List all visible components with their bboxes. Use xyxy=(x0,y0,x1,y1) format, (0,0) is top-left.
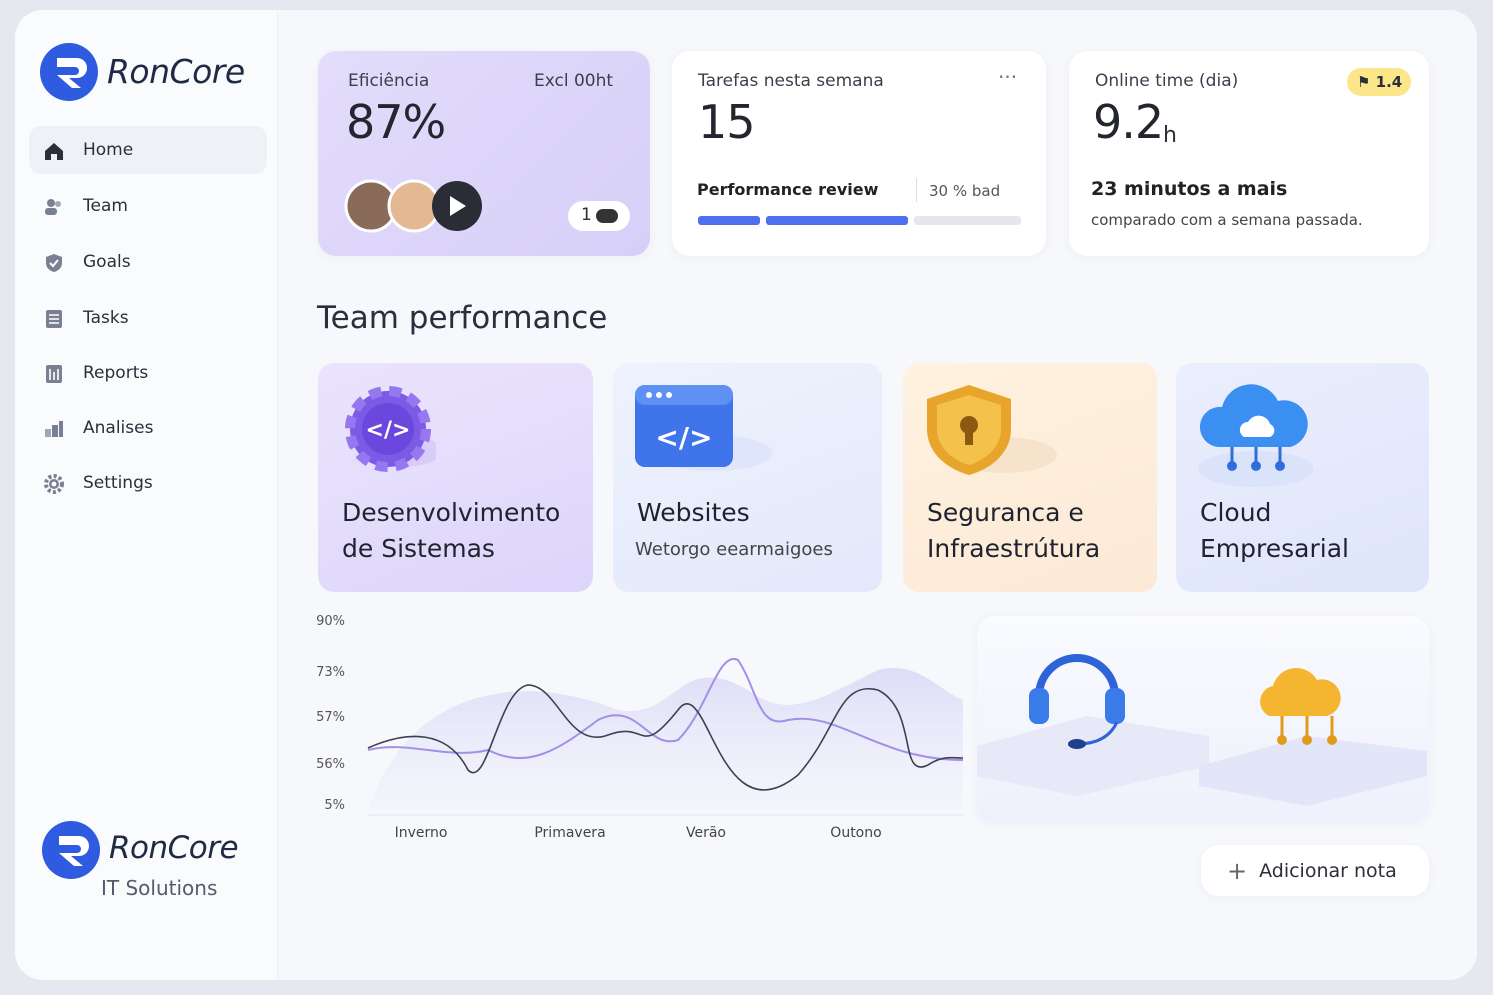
service-icon xyxy=(1198,384,1314,487)
nav-label: Goals xyxy=(83,252,131,272)
illustration-art xyxy=(977,654,1427,806)
nav-item[interactable]: Settings xyxy=(29,459,267,507)
progress-track xyxy=(914,216,1021,225)
toggle-knob xyxy=(596,209,618,223)
toggle-badge: 1 xyxy=(581,205,592,225)
performance-chart xyxy=(367,657,964,816)
nav-label: Analises xyxy=(83,418,154,438)
card-label: Online time (dia) xyxy=(1095,71,1239,91)
nav-label: Reports xyxy=(83,363,149,383)
nav-item[interactable]: Reports xyxy=(29,349,267,397)
progress-segment xyxy=(698,216,760,225)
y-label: 56% xyxy=(316,757,345,772)
x-label: Outono xyxy=(830,825,882,841)
service-card[interactable]: </> Websites Wetorgo eearmaigoes xyxy=(613,363,882,592)
card-label: Eficiência xyxy=(348,71,430,91)
toggle[interactable]: 1 xyxy=(568,201,630,231)
illustration xyxy=(977,616,1429,822)
section-title: Team performance xyxy=(317,300,608,336)
chart-area xyxy=(368,667,963,810)
efficiency-card: Eficiência Excl 00ht 87% 1 xyxy=(318,51,650,256)
button-label: Adicionar nota xyxy=(1259,859,1397,882)
review-note: 30 % bad xyxy=(929,182,1001,200)
service-icon xyxy=(927,385,1057,475)
brand-name: RonCore xyxy=(107,52,245,91)
y-label: 5% xyxy=(324,798,345,813)
chart-line xyxy=(367,657,964,761)
nav-label: Team xyxy=(83,196,128,216)
service-title: Cloud Empresarial xyxy=(1200,498,1349,563)
note: comparado com a semana passada. xyxy=(1091,211,1363,229)
app: RonCore Home Team Goals Tasks Reports An… xyxy=(15,10,1477,980)
card-unit: h xyxy=(1163,123,1177,148)
nav-item[interactable]: Home xyxy=(29,126,267,174)
service-icon: </> xyxy=(635,385,773,471)
footer-logo xyxy=(42,821,100,879)
x-label: Inverno xyxy=(394,825,448,841)
svg-text:</>: </> xyxy=(366,418,411,443)
card-label: Tarefas nesta semana xyxy=(698,71,884,91)
nav-item[interactable]: Analises xyxy=(29,404,267,452)
service-card[interactable]: </> Desenvolvimento de Sistemas xyxy=(318,363,593,592)
nav-label: Home xyxy=(83,140,134,160)
nav-label: Tasks xyxy=(83,308,129,328)
divider xyxy=(916,178,917,202)
nav-item[interactable]: Goals xyxy=(29,238,267,286)
x-label: Verão xyxy=(685,825,727,841)
tasks-card: Tarefas nesta semana ··· 15 Performance … xyxy=(672,51,1046,256)
chart-line xyxy=(367,684,964,791)
card-filter[interactable]: Excl 00ht xyxy=(534,71,614,91)
plus-icon: + xyxy=(1227,856,1248,885)
headline: 23 minutos a mais xyxy=(1091,178,1288,200)
menu-dots[interactable]: ··· xyxy=(998,65,1018,89)
card-value: 9.2 xyxy=(1093,95,1164,149)
service-subtitle: Wetorgo eearmaigoes xyxy=(635,539,833,560)
y-label: 73% xyxy=(316,665,345,680)
footer-tagline: IT Solutions xyxy=(101,876,218,900)
review-label: Performance review xyxy=(697,180,879,199)
card-value: 87% xyxy=(346,95,446,149)
service-title: Websites xyxy=(637,498,750,527)
progress-segment xyxy=(766,216,908,225)
avatars xyxy=(344,179,482,233)
service-title: Desenvolvimento de Sistemas xyxy=(342,498,561,563)
service-card[interactable]: Cloud Empresarial xyxy=(1176,363,1429,592)
service-title: Seguranca e Infraestrútura xyxy=(927,498,1101,563)
y-label: 90% xyxy=(316,614,345,629)
y-label: 57% xyxy=(316,710,345,725)
online-card: Online time (dia) ⚑ 1.4 9.2 h 23 minutos… xyxy=(1069,51,1429,256)
badge: ⚑ 1.4 xyxy=(1347,68,1411,96)
x-label: Primavera xyxy=(534,825,606,841)
sidebar: RonCore Home Team Goals Tasks Reports An… xyxy=(15,10,278,980)
service-card[interactable]: Seguranca e Infraestrútura xyxy=(903,363,1157,592)
card-value: 15 xyxy=(698,95,756,149)
nav-label: Settings xyxy=(83,473,153,493)
footer-brand: RonCore xyxy=(109,830,239,866)
nav-item[interactable]: Team xyxy=(29,182,267,230)
badge-value: 1.4 xyxy=(1375,73,1403,91)
add-note-button[interactable]: + Adicionar nota xyxy=(1201,845,1429,896)
service-icon: </> xyxy=(345,386,436,472)
logo xyxy=(40,43,98,101)
nav-item[interactable]: Tasks xyxy=(29,294,267,342)
svg-text:</>: </> xyxy=(655,421,712,454)
